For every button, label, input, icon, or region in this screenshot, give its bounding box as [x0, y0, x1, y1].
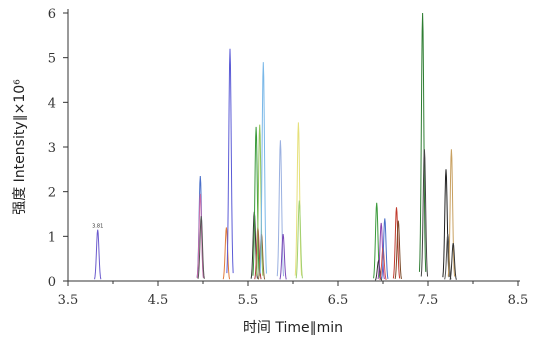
x-tick-label: 6.5 [328, 293, 349, 308]
x-axis-title: 时间 Time∥min [243, 320, 343, 336]
y-tick-label: 6 [48, 7, 56, 22]
peak-27 [444, 234, 452, 280]
y-tick-label: 5 [48, 52, 56, 67]
peak-14 [279, 234, 287, 280]
peak-29 [449, 242, 457, 280]
x-tick-label: 8.5 [508, 293, 529, 308]
peak-4 [197, 216, 205, 279]
peak-13 [276, 140, 285, 277]
peak-6 [226, 48, 234, 274]
peak-21 [381, 218, 389, 279]
peak-19 [377, 222, 385, 280]
axes: 0 1 2 3 4 5 6 3.5 4.5 5.5 6.5 7.5 8.5 [48, 7, 529, 308]
y-axis-title: 强度 Intensity∥×10⁶ [12, 79, 28, 215]
peak-5 [222, 227, 231, 280]
y-tick-label: 4 [48, 96, 56, 111]
peak-26 [442, 169, 450, 278]
peak-12 [259, 62, 267, 274]
peak-28 [447, 149, 456, 277]
peak-annotation: 3.81 [92, 224, 103, 230]
peak-24 [418, 12, 427, 272]
y-tick-label: 2 [48, 186, 56, 201]
y-tick-label: 3 [48, 141, 56, 156]
peak-22 [392, 207, 401, 279]
x-tick-label: 3.5 [58, 293, 79, 308]
peak-16 [295, 200, 303, 279]
plot-area: 3.81 [92, 12, 457, 281]
peak-10 [256, 124, 264, 276]
y-tick-label: 1 [48, 230, 56, 245]
x-tick-label: 7.5 [418, 293, 439, 308]
peak-25 [420, 149, 429, 277]
x-tick-label: 5.5 [238, 293, 259, 308]
x-tick-label: 4.5 [148, 293, 169, 308]
peak-3 [196, 193, 204, 279]
y-tick-label: 0 [48, 275, 56, 290]
peak-1 [94, 229, 102, 280]
peak-23 [394, 220, 402, 280]
peak-8 [252, 126, 260, 276]
